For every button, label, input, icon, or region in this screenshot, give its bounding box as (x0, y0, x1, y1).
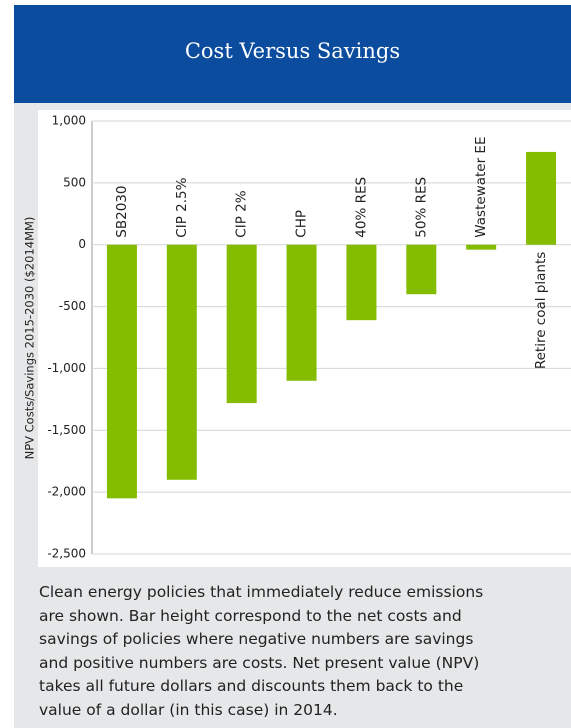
header: Cost Versus Savings (14, 5, 571, 103)
bar (226, 244, 257, 404)
y-tick-label: -2,000 (47, 485, 86, 499)
caption-line: value of a dollar (in this case) in 2014… (39, 700, 338, 719)
caption-line: are shown. Bar height correspond to the … (39, 606, 462, 625)
caption-line: and positive numbers are costs. Net pres… (39, 653, 480, 672)
caption-line: savings of policies where negative numbe… (39, 630, 474, 648)
category-label: CHP (294, 210, 310, 238)
y-axis-label: NPV Costs/Savings 2015-2030 ($2014MM) (23, 217, 37, 460)
category-label: Wastewater EE (473, 136, 489, 237)
category-label: SB2030 (114, 186, 130, 238)
y-tick-label: -500 (59, 299, 86, 313)
bar (286, 244, 317, 381)
bar (346, 244, 377, 321)
caption: Clean energy policies that immediately r… (39, 581, 571, 722)
category-label: 40% RES (353, 177, 369, 238)
bar (166, 244, 197, 480)
caption-line: takes all future dollars and discounts t… (39, 677, 464, 695)
y-tick-label: 0 (78, 237, 86, 251)
bar (106, 244, 137, 499)
category-label: CIP 2.5% (174, 177, 190, 237)
y-tick-label: 1,000 (52, 114, 86, 128)
caption-line: Clean energy policies that immediately r… (39, 583, 484, 601)
y-tick-label: 500 (63, 175, 86, 189)
bar (466, 244, 497, 250)
y-tick-label: -2,500 (47, 547, 86, 561)
category-label: Retire coal plants (533, 252, 549, 369)
bar (526, 151, 557, 245)
chart-title: Cost Versus Savings (184, 39, 401, 63)
category-label: CIP 2% (234, 190, 250, 237)
y-tick-label: -1,500 (47, 423, 86, 437)
bar (406, 244, 437, 295)
category-label: 50% RES (413, 177, 429, 238)
y-tick-label: -1,000 (47, 361, 86, 375)
